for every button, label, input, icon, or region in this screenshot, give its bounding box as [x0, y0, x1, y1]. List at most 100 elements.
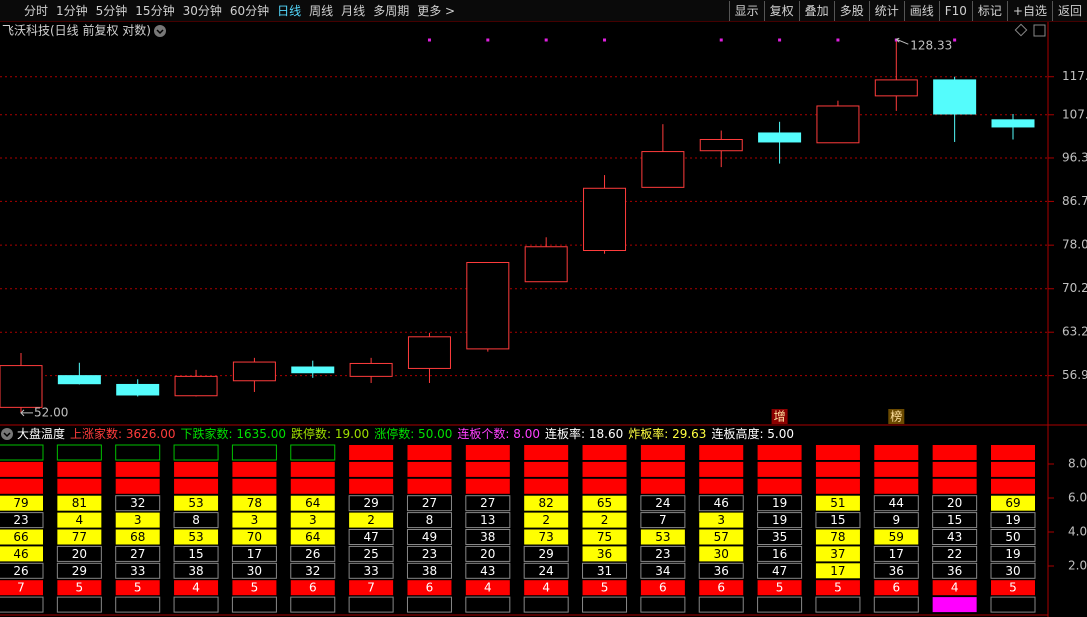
- cell-value: 7: [659, 513, 667, 527]
- dropdown-icon[interactable]: [1, 428, 13, 440]
- cell: [990, 545, 1036, 562]
- cell: [231, 562, 277, 579]
- cell: [815, 546, 860, 562]
- cell-value: 29: [363, 496, 378, 510]
- cell-value: 44: [889, 496, 904, 510]
- cell: [815, 512, 861, 529]
- header-item: 炸板率: 29.63: [628, 426, 706, 441]
- window-icon[interactable]: [1033, 24, 1046, 37]
- candle-body: [57, 375, 101, 385]
- cell-value: 19: [1005, 547, 1020, 561]
- cell-value: 22: [947, 547, 962, 561]
- header-item: 涨停数: 50.00: [374, 426, 452, 441]
- cell: [173, 444, 219, 461]
- cell: [232, 512, 277, 528]
- cell: [0, 580, 43, 596]
- cell-value: 7: [367, 581, 375, 595]
- period-tab[interactable]: 60分钟: [229, 4, 270, 18]
- cell: [115, 478, 160, 494]
- cell: [0, 596, 44, 613]
- cell-value: 73: [539, 530, 554, 544]
- annotation-arrow: [895, 37, 909, 45]
- cell: [699, 529, 744, 545]
- cell: [582, 512, 627, 528]
- cell: [873, 562, 919, 579]
- tool-button[interactable]: 统计: [868, 0, 904, 21]
- cell-value: 65: [597, 496, 612, 510]
- cell: [349, 580, 394, 596]
- cell: [465, 512, 511, 529]
- cell-value: 7: [17, 581, 25, 595]
- chart: 飞沃科技(日线 前复权 对数) 大盘温度 上涨家数: 3626.00 下跌家数: 1…: [0, 22, 1087, 617]
- y-tick-label: 117.: [1062, 69, 1087, 83]
- period-tab[interactable]: 5分钟: [95, 4, 128, 18]
- cell-value: 53: [655, 530, 670, 544]
- cell: [582, 445, 627, 460]
- cell-value: 27: [480, 496, 495, 510]
- cell-value: 15: [188, 547, 203, 561]
- cell: [173, 545, 219, 562]
- tool-button[interactable]: 返回: [1051, 0, 1087, 21]
- period-tab[interactable]: 日线: [277, 4, 302, 18]
- diamond-icon[interactable]: [1014, 23, 1028, 37]
- cell: [873, 596, 919, 613]
- cell-value: 38: [480, 530, 495, 544]
- cell: [173, 596, 219, 613]
- period-tab[interactable]: 30分钟: [182, 4, 222, 18]
- cell-value: 77: [72, 530, 87, 544]
- cell: [932, 597, 977, 613]
- cell: [524, 478, 569, 494]
- cell-value: 23: [422, 547, 437, 561]
- cell: [0, 529, 43, 545]
- period-tab[interactable]: 周线: [309, 4, 334, 18]
- cell: [932, 529, 978, 545]
- cell-value: 30: [1005, 564, 1020, 578]
- cell: [698, 562, 744, 579]
- cell: [582, 478, 627, 494]
- cell-value: 50: [1005, 530, 1020, 544]
- cell: [698, 596, 744, 613]
- candle-body: [524, 246, 568, 283]
- cell: [699, 478, 744, 494]
- candle-body: [349, 362, 393, 377]
- cell: [0, 546, 43, 562]
- cell: [290, 478, 335, 494]
- period-tab[interactable]: 分时: [24, 4, 49, 18]
- period-tab[interactable]: 更多 >: [417, 4, 456, 18]
- y-tick-label: 56.9: [1062, 368, 1087, 382]
- tool-button[interactable]: 叠加: [798, 0, 834, 21]
- cell-value: 38: [422, 564, 437, 578]
- cell: [0, 495, 43, 511]
- cell-value: 36: [947, 564, 962, 578]
- cell: [57, 580, 102, 596]
- cell: [115, 596, 161, 613]
- y-tick-label: 78.0: [1062, 238, 1087, 252]
- tool-button[interactable]: 复权: [763, 0, 799, 21]
- cell: [640, 529, 685, 545]
- cell-value: 6: [717, 581, 725, 595]
- period-tab[interactable]: 月线: [341, 4, 366, 18]
- cell: [56, 444, 102, 461]
- tool-button[interactable]: 标记: [971, 0, 1007, 21]
- signal-dot: [603, 38, 607, 42]
- tool-button[interactable]: 显示: [728, 0, 764, 21]
- cell: [348, 562, 394, 579]
- tool-button[interactable]: 画线: [903, 0, 939, 21]
- tool-button[interactable]: F10: [938, 0, 972, 21]
- y-tick-label: 107.: [1062, 107, 1087, 121]
- cell: [174, 495, 219, 511]
- chart-title: 飞沃科技(日线 前复权 对数): [2, 23, 151, 38]
- cell: [815, 461, 860, 477]
- cell: [640, 512, 686, 529]
- cell: [874, 529, 919, 545]
- dropdown-chevron: [156, 29, 164, 35]
- cell: [232, 529, 277, 545]
- dropdown-icon[interactable]: [154, 25, 166, 37]
- tool-button[interactable]: +自选: [1006, 0, 1052, 21]
- cell-value: 19: [772, 496, 787, 510]
- cell: [874, 478, 919, 494]
- period-tab[interactable]: 15分钟: [135, 4, 175, 18]
- period-tab[interactable]: 1分钟: [56, 4, 88, 18]
- period-tab[interactable]: 多周期: [373, 4, 410, 18]
- tool-button[interactable]: 多股: [833, 0, 869, 21]
